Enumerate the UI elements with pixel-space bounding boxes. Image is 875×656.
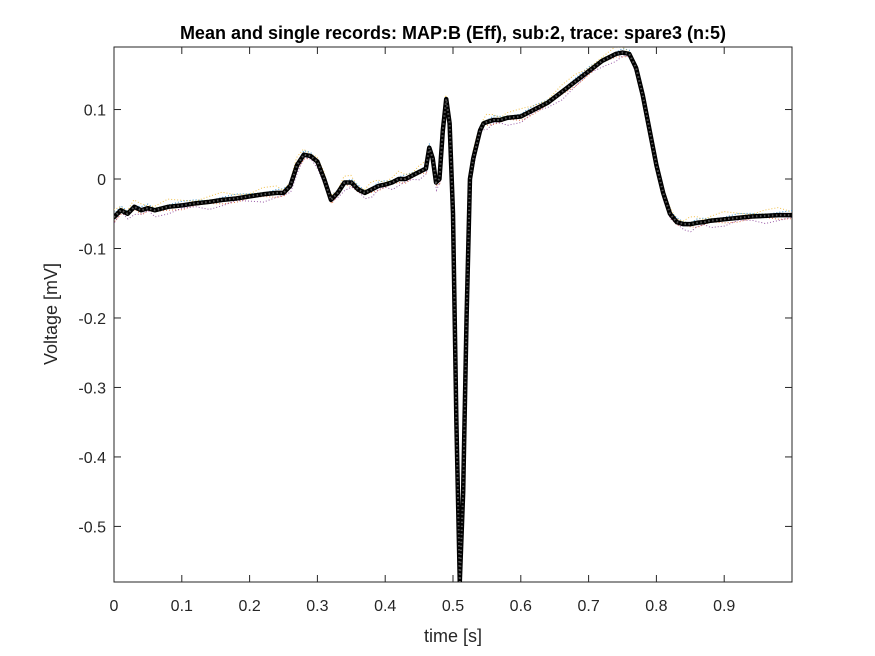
chart-title: Mean and single records: MAP:B (Eff), su…: [180, 23, 726, 43]
x-tick-label: 0.1: [171, 598, 193, 615]
x-tick-label: 0.6: [510, 598, 532, 615]
x-tick-label: 0.2: [238, 598, 260, 615]
mean-trace-layer: [114, 50, 792, 582]
y-tick-label: -0.3: [78, 380, 106, 397]
x-axis-ticks: 0 0.1 0.2 0.3 0.4 0.5 0.6 0.7 0.8 0.9: [110, 47, 735, 615]
x-tick-label: 0.4: [374, 598, 396, 615]
y-tick-label: -0.2: [78, 311, 106, 328]
x-tick-label: 0.8: [645, 598, 667, 615]
single-record-line: [114, 47, 792, 577]
x-tick-label: 0: [110, 598, 119, 615]
x-tick-label: 0.9: [713, 598, 735, 615]
x-axis-label: time [s]: [424, 626, 482, 646]
y-tick-label: -0.4: [78, 450, 106, 467]
y-axis-ticks: -0.5 -0.4 -0.3 -0.2 -0.1 0 0.1: [78, 103, 792, 536]
y-tick-label: 0.1: [84, 103, 106, 120]
x-tick-label: 0.7: [577, 598, 599, 615]
mean-trace-line: [114, 50, 792, 582]
x-tick-label: 0.5: [442, 598, 464, 615]
y-tick-label: -0.1: [78, 241, 106, 258]
x-tick-label: 0.3: [306, 598, 328, 615]
y-axis-label: Voltage [mV]: [41, 263, 61, 365]
y-tick-label: 0: [97, 172, 106, 189]
single-record-line: [114, 51, 792, 580]
y-tick-label: -0.5: [78, 519, 106, 536]
